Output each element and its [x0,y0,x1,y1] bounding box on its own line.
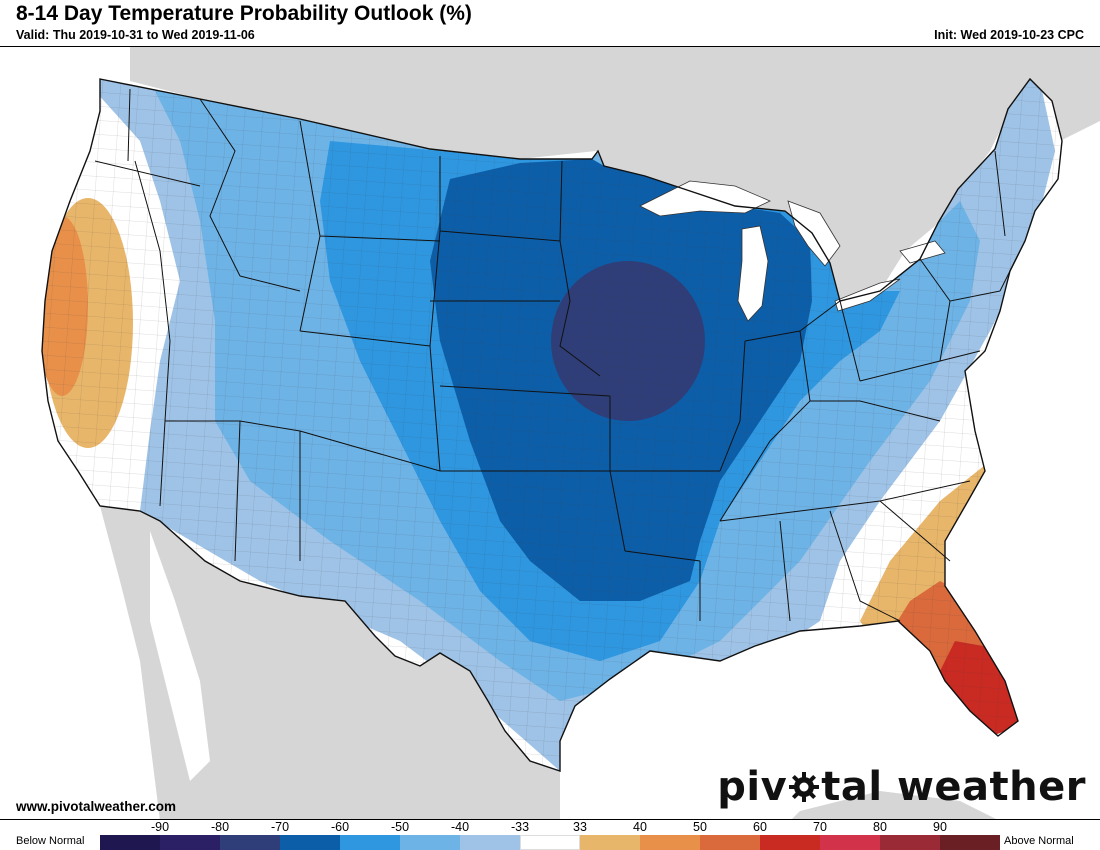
lake-ontario [899,240,946,264]
legend-swatch [340,835,400,850]
lake-erie [834,278,901,312]
legend-swatch [580,835,640,850]
brand-prefix: piv [717,764,788,810]
legend-tick-label: 60 [753,820,767,834]
legend-swatch [520,835,580,850]
legend-swatch [160,835,220,850]
legend-tick-label: 33 [573,820,587,834]
lake-michigan [737,225,769,322]
great-lakes [639,180,946,322]
legend-swatch [640,835,700,850]
lake-superior [639,180,771,217]
legend-swatch [400,835,460,850]
lake-huron [787,200,841,267]
legend-tick-label: -33 [510,820,530,834]
legend-swatch [100,835,160,850]
state-borders [94,88,1021,622]
legend-tick-label: -70 [270,820,290,834]
map-panel[interactable] [0,46,1100,820]
valid-range: Valid: Thu 2019-10-31 to Wed 2019-11-06 [16,28,255,42]
legend-swatch [880,835,940,850]
legend-tick-label: -90 [150,820,170,834]
brand-logo: piv tal weather [717,764,1086,810]
mexico-land [100,506,560,819]
legend-tick-label: 80 [873,820,887,834]
legend-tick-label: 40 [633,820,647,834]
legend-swatch [460,835,520,850]
legend-tick-label: 90 [933,820,947,834]
header: 8-14 Day Temperature Probability Outlook… [0,0,1100,46]
canada-land [130,47,1100,301]
legend-swatch [700,835,760,850]
legend-tick-label: 70 [813,820,827,834]
legend-tick-label: -60 [330,820,350,834]
legend-swatch [820,835,880,850]
legend-tick-label: -50 [390,820,410,834]
legend-swatch [760,835,820,850]
legend-swatch [940,835,1000,850]
color-legend: Below Normal -90 -80 -70 -60 -50 -40 -33 33 40 50… [0,820,1100,850]
legend-swatch [280,835,340,850]
outlook-map[interactable] [0,47,1100,820]
cuba-land [792,791,996,819]
brand-suffix: tal weather [821,764,1086,810]
legend-above-normal-label: Above Normal [1004,835,1074,847]
legend-below-normal-label: Below Normal [16,835,85,847]
map-title: 8-14 Day Temperature Probability Outlook… [16,2,472,25]
legend-tick-label: -80 [210,820,230,834]
legend-tick-label: 50 [693,820,707,834]
init-time: Init: Wed 2019-10-23 CPC [934,28,1084,42]
us-border [41,77,1063,772]
website-label: www.pivotalweather.com [16,799,177,814]
gear-icon [789,772,820,802]
legend-tick-label: -40 [450,820,470,834]
legend-swatch [220,835,280,850]
gulf-of-california [150,531,210,781]
